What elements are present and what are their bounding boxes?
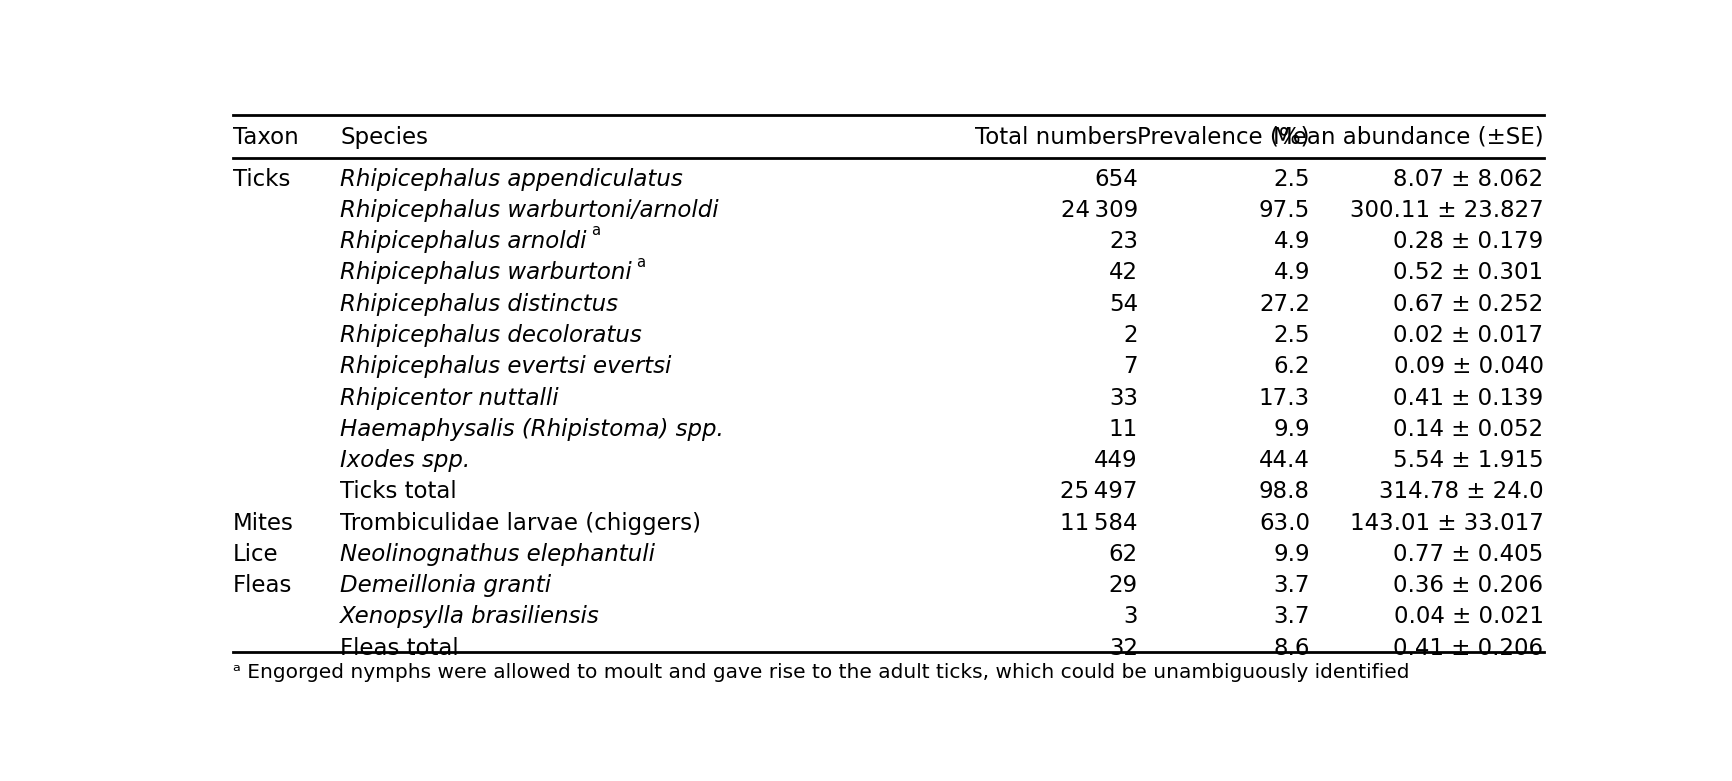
Text: Demeillonia granti: Demeillonia granti (339, 574, 551, 597)
Text: Species: Species (339, 126, 428, 148)
Text: 7: 7 (1122, 355, 1138, 378)
Text: Prevalence (%): Prevalence (%) (1136, 126, 1309, 148)
Text: 0.36 ± 0.206: 0.36 ± 0.206 (1393, 574, 1543, 597)
Text: 44.4: 44.4 (1257, 449, 1309, 472)
Text: 0.41 ± 0.206: 0.41 ± 0.206 (1393, 637, 1543, 660)
Text: Rhipicentor nuttalli: Rhipicentor nuttalli (339, 387, 558, 409)
Text: a: a (636, 255, 644, 269)
Text: Taxon: Taxon (232, 126, 298, 148)
Text: Rhipicephalus warburtoni/arnoldi: Rhipicephalus warburtoni/arnoldi (339, 199, 719, 222)
Text: Rhipicephalus distinctus: Rhipicephalus distinctus (339, 293, 618, 316)
Text: 143.01 ± 33.017: 143.01 ± 33.017 (1349, 512, 1543, 535)
Text: 8.6: 8.6 (1273, 637, 1309, 660)
Text: 3: 3 (1122, 605, 1138, 629)
Text: 0.77 ± 0.405: 0.77 ± 0.405 (1393, 543, 1543, 566)
Text: 5.54 ± 1.915: 5.54 ± 1.915 (1393, 449, 1543, 472)
Text: 11: 11 (1108, 418, 1138, 440)
Text: 314.78 ± 24.0: 314.78 ± 24.0 (1379, 480, 1543, 503)
Text: 3.7: 3.7 (1273, 574, 1309, 597)
Text: 4.9: 4.9 (1273, 262, 1309, 284)
Text: 29: 29 (1108, 574, 1138, 597)
Text: Rhipicephalus decoloratus: Rhipicephalus decoloratus (339, 324, 641, 347)
Text: 25 497: 25 497 (1060, 480, 1138, 503)
Text: Trombiculidae larvae (chiggers): Trombiculidae larvae (chiggers) (339, 512, 701, 535)
Text: 2: 2 (1122, 324, 1138, 347)
Text: 2.5: 2.5 (1273, 324, 1309, 347)
Text: Ticks total: Ticks total (339, 480, 457, 503)
Text: 9.9: 9.9 (1273, 418, 1309, 440)
Text: 27.2: 27.2 (1257, 293, 1309, 316)
Text: 54: 54 (1108, 293, 1138, 316)
Text: Total numbers: Total numbers (975, 126, 1138, 148)
Text: Neolinognathus elephantuli: Neolinognathus elephantuli (339, 543, 655, 566)
Text: 32: 32 (1108, 637, 1138, 660)
Text: Rhipicephalus warburtoni: Rhipicephalus warburtoni (339, 262, 632, 284)
Text: 62: 62 (1108, 543, 1138, 566)
Text: Rhipicephalus appendiculatus: Rhipicephalus appendiculatus (339, 168, 682, 191)
Text: 0.02 ± 0.017: 0.02 ± 0.017 (1393, 324, 1543, 347)
Text: 0.04 ± 0.021: 0.04 ± 0.021 (1393, 605, 1543, 629)
Text: 449: 449 (1093, 449, 1138, 472)
Text: Mean abundance (±SE): Mean abundance (±SE) (1273, 126, 1543, 148)
Text: Haemaphysalis (Rhipistoma) spp.: Haemaphysalis (Rhipistoma) spp. (339, 418, 724, 440)
Text: 63.0: 63.0 (1257, 512, 1309, 535)
Text: 4.9: 4.9 (1273, 230, 1309, 253)
Text: Fleas: Fleas (232, 574, 293, 597)
Text: 17.3: 17.3 (1257, 387, 1309, 409)
Text: 0.09 ± 0.040: 0.09 ± 0.040 (1393, 355, 1543, 378)
Text: a: a (591, 223, 599, 238)
Text: Fleas total: Fleas total (339, 637, 459, 660)
Text: 11 584: 11 584 (1060, 512, 1138, 535)
Text: Ticks: Ticks (232, 168, 289, 191)
Text: 97.5: 97.5 (1257, 199, 1309, 222)
Text: 654: 654 (1093, 168, 1138, 191)
Text: Lice: Lice (232, 543, 279, 566)
Text: 42: 42 (1108, 262, 1138, 284)
Text: Xenopsylla brasiliensis: Xenopsylla brasiliensis (339, 605, 599, 629)
Text: 300.11 ± 23.827: 300.11 ± 23.827 (1349, 199, 1543, 222)
Text: 9.9: 9.9 (1273, 543, 1309, 566)
Text: 0.14 ± 0.052: 0.14 ± 0.052 (1393, 418, 1543, 440)
Text: 6.2: 6.2 (1273, 355, 1309, 378)
Text: 2.5: 2.5 (1273, 168, 1309, 191)
Text: Rhipicephalus arnoldi: Rhipicephalus arnoldi (339, 230, 587, 253)
Text: 24 309: 24 309 (1060, 199, 1138, 222)
Text: 8.07 ± 8.062: 8.07 ± 8.062 (1393, 168, 1543, 191)
Text: Mites: Mites (232, 512, 293, 535)
Text: ᵃ Engorged nymphs were allowed to moult and gave rise to the adult ticks, which : ᵃ Engorged nymphs were allowed to moult … (232, 663, 1408, 682)
Text: 23: 23 (1108, 230, 1138, 253)
Text: Rhipicephalus evertsi evertsi: Rhipicephalus evertsi evertsi (339, 355, 672, 378)
Text: 98.8: 98.8 (1257, 480, 1309, 503)
Text: 0.41 ± 0.139: 0.41 ± 0.139 (1393, 387, 1543, 409)
Text: 3.7: 3.7 (1273, 605, 1309, 629)
Text: 0.67 ± 0.252: 0.67 ± 0.252 (1393, 293, 1543, 316)
Text: 0.28 ± 0.179: 0.28 ± 0.179 (1393, 230, 1543, 253)
Text: 0.52 ± 0.301: 0.52 ± 0.301 (1393, 262, 1543, 284)
Text: 33: 33 (1108, 387, 1138, 409)
Text: Ixodes spp.: Ixodes spp. (339, 449, 469, 472)
